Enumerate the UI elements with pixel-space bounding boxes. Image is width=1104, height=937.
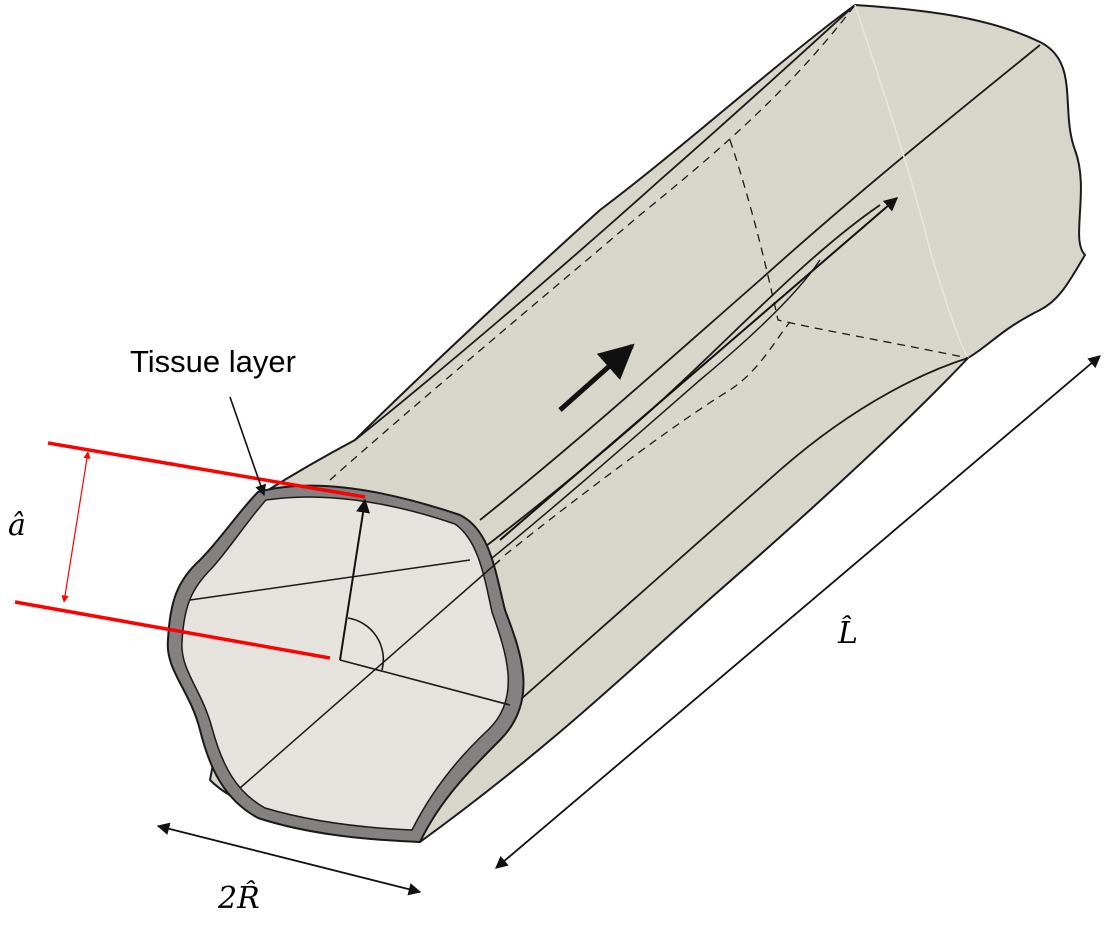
amplitude-line-bottom bbox=[14, 600, 331, 660]
amplitude-label: â bbox=[8, 508, 26, 543]
length-dimension-arrow bbox=[495, 355, 1101, 869]
cross-section-line-2 bbox=[239, 559, 501, 789]
hidden-cross-section bbox=[729, 139, 969, 359]
diameter-label: 2R̂ bbox=[217, 881, 260, 916]
tube-ridge-highlight bbox=[854, 4, 969, 359]
radius-line-horizontal bbox=[339, 659, 511, 706]
tissue-layer-pointer bbox=[229, 396, 266, 497]
cross-section-line-1 bbox=[189, 559, 471, 601]
diameter-dimension-arrow bbox=[156, 822, 422, 896]
amplitude-line-top bbox=[47, 441, 366, 499]
tube-edge-top bbox=[354, 4, 856, 441]
amplitude-arrow bbox=[61, 451, 91, 603]
hidden-edge-1 bbox=[329, 4, 856, 481]
tissue-layer-label: Tissue layer bbox=[130, 344, 296, 379]
radius-arrow bbox=[339, 498, 370, 661]
angle-arc bbox=[347, 617, 385, 671]
length-label: L̂ bbox=[837, 616, 858, 651]
